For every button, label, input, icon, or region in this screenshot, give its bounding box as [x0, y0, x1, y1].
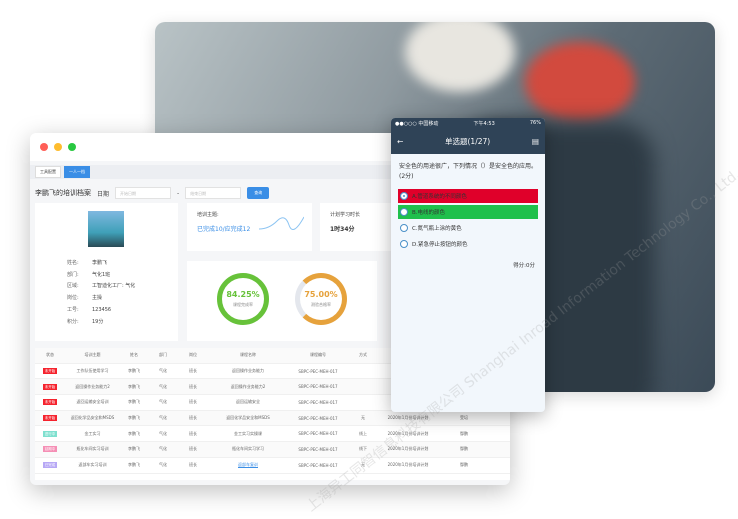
- status-badge: 已完成: [42, 462, 58, 469]
- quiz-header: ← 单选题(1/27) ▤: [391, 128, 545, 154]
- sparkline: [259, 216, 304, 230]
- score-text: 得分:0分: [513, 263, 535, 269]
- table-row[interactable]: 已完成 返部车实习培训 李鹏飞 气化 班长 返部车复训 SBPC-PEC-MEH-017 无 2…: [35, 458, 510, 474]
- training-card: 培训主题: 已完成10/应完成12: [187, 203, 312, 251]
- table-row[interactable]: 未开始 返回运输安全培训 李鹏飞 气化 班长 返回运输安全 SBPC-PEC-MEH-017: [35, 395, 510, 411]
- answer-sheet-icon[interactable]: ▤: [531, 136, 539, 146]
- completion-ring: 84.25% 课程完成率: [217, 273, 269, 325]
- start-date-input[interactable]: 开始日期: [115, 187, 172, 199]
- profile-field: 姓名: 李鹏飞: [67, 260, 108, 266]
- rings-card: 84.25% 课程完成率 75.00% 测验合格率: [187, 261, 377, 341]
- status-badge: 延期中: [42, 446, 58, 453]
- table-row[interactable]: 未开始 返回化学品安全和MSDS 李鹏飞 气化 班长 返回化学品安全和MSDS SBPC-P…: [35, 410, 510, 427]
- page-title: 李鹏飞的培训档案: [35, 189, 91, 197]
- radio-icon: [400, 192, 408, 200]
- avatar: [88, 211, 124, 247]
- status-badge: 未开始: [42, 415, 58, 422]
- quiz-title: 单选题(1/27): [445, 136, 491, 146]
- profile-card: 姓名: 李鹏飞 部门: 气化1班区域: 工智迪化工厂: 气化 岗位: 主操工号: 123456…: [35, 203, 178, 341]
- filter-bar: 李鹏飞的培训档案 日期 开始日期 - 结束日期 查询: [30, 179, 510, 203]
- table-row[interactable]: 延期中 瓶化车间实习培训 李鹏飞 气化 班长 瓶化车间实习学习 SBPC-PEC-MEH-0…: [35, 442, 510, 458]
- status-badge: 进行中: [42, 430, 58, 437]
- radio-icon: [400, 224, 408, 232]
- profile-field: 岗位: 主操: [67, 295, 103, 302]
- profile-field: 工号: 123456: [67, 306, 112, 313]
- pass-ring: 75.00% 测验合格率: [295, 273, 347, 325]
- plan-label: 计划学习时长: [330, 212, 361, 218]
- end-date-input[interactable]: 结束日期: [185, 187, 242, 199]
- back-arrow-icon[interactable]: ←: [397, 136, 404, 146]
- tab-profile[interactable]: 一人一档: [64, 166, 90, 178]
- table-row[interactable]: 进行中 金工实习 李鹏飞 气化 班长 金工实习实操课 SBPC-PEC-MEH-017 线上 2…: [35, 426, 510, 443]
- radio-icon: [400, 240, 408, 248]
- date-label: 日期: [97, 190, 110, 198]
- mobile-quiz: ●●○○○ 中国移动 下午4:53 76% ← 单选题(1/27) ▤ 安全色的用途…: [391, 118, 545, 412]
- tab-bar: 工具配置 一人一档: [30, 165, 510, 179]
- option-b[interactable]: B.电线的颜色: [398, 205, 538, 219]
- profile-field: 区域: 工智迪化工厂: 气化: [67, 283, 136, 290]
- maximize-button[interactable]: [68, 143, 76, 151]
- status-badge: 未开始: [42, 368, 58, 375]
- option-d[interactable]: D.紧急停止按钮的颜色: [398, 237, 538, 251]
- profile-field: 部门: 气化1班: [67, 271, 111, 278]
- plan-value: 1时34分: [330, 226, 355, 233]
- table-row[interactable]: 未开始 工作队伍使用学习 李鹏飞 气化 班长 返回操作业务能力 SBPC-PEC-MEH-0…: [35, 364, 510, 380]
- query-button[interactable]: 查询: [247, 187, 270, 199]
- question-text: 安全色的用途很广，下列情况（）是安全色的应用。(2分): [399, 163, 538, 180]
- status-badge: 未开始: [42, 383, 58, 390]
- profile-field: 积分: 19分: [67, 318, 104, 325]
- option-a[interactable]: A.管道系统的不同颜色: [398, 189, 538, 203]
- tab-tools[interactable]: 工具配置: [35, 166, 61, 178]
- training-label: 培训主题:: [197, 212, 219, 218]
- close-button[interactable]: [40, 143, 48, 151]
- desktop-window: 工具配置 一人一档 李鹏飞的培训档案 日期 开始日期 - 结束日期 查询 姓名:…: [30, 133, 510, 485]
- training-value: 已完成10/应完成12: [197, 226, 251, 233]
- option-c[interactable]: C.氮气瓶上涂的黄色: [398, 221, 538, 235]
- radio-icon: [400, 208, 408, 216]
- minimize-button[interactable]: [54, 143, 62, 151]
- status-badge: 未开始: [42, 399, 58, 406]
- status-bar: ●●○○○ 中国移动 下午4:53 76%: [391, 118, 545, 128]
